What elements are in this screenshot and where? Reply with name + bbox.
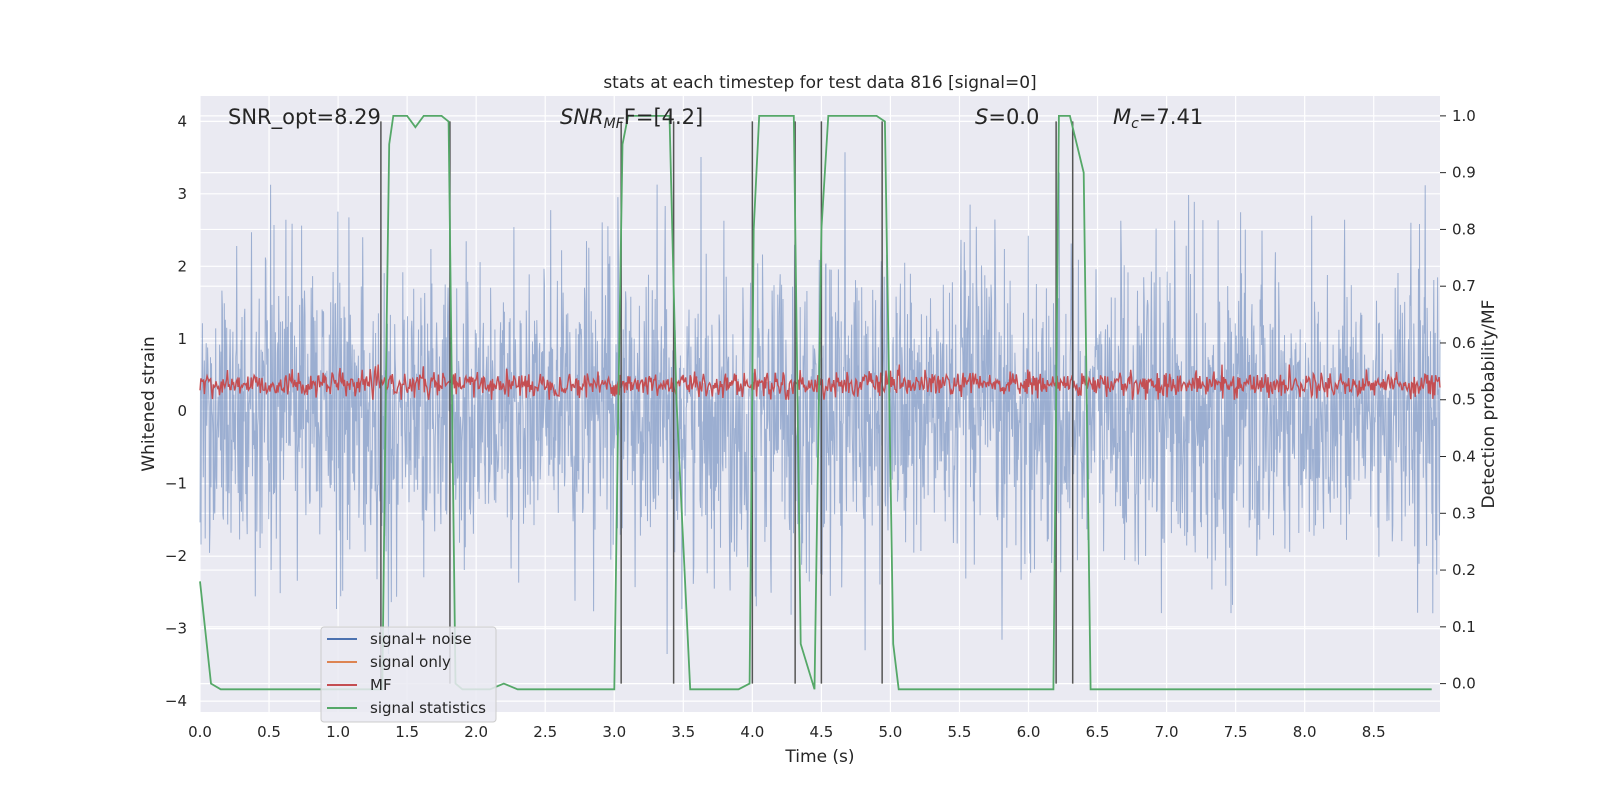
x-tick-label: 5.5: [948, 723, 972, 741]
series-signal-noise: [199, 152, 1441, 655]
legend-label-mf: MF: [370, 676, 392, 694]
annotation-snr-mf: SNRMFF=[4.2]: [560, 105, 703, 132]
y-ticks-left: 4 3 2 1 0 −1 −2 −3 −4: [165, 112, 187, 710]
x-tick-label: 3.5: [671, 723, 695, 741]
y-tick-label-right: 0.6: [1452, 334, 1476, 352]
y-tick-label-right: 1.0: [1452, 107, 1476, 125]
legend-label-signal-only: signal only: [370, 653, 451, 671]
y-tick-label-right: 0.7: [1452, 277, 1476, 295]
x-tick-label: 0.5: [257, 723, 281, 741]
y-tick-label: −3: [165, 620, 187, 638]
x-axis-label: Time (s): [784, 747, 854, 767]
annotation-mc: Mc=7.41: [1113, 105, 1203, 132]
x-tick-label: 7.0: [1155, 723, 1179, 741]
annotation-s-rest: =0.0: [988, 105, 1039, 129]
y-tick-label: 0: [177, 402, 187, 420]
annotation-snr-mf-main: SNR: [560, 105, 604, 129]
x-tick-label: 2.5: [533, 723, 557, 741]
legend-box: [320, 626, 497, 723]
annotation-snr-opt: SNR_opt=8.29: [228, 105, 381, 130]
annotation-s-main: S: [975, 105, 988, 129]
x-tick-label: 5.0: [878, 723, 902, 741]
x-tick-label: 4.0: [740, 723, 764, 741]
y-axis-label-right: Detection probability/MF: [1479, 300, 1499, 509]
x-tick-label: 0.0: [188, 723, 212, 741]
y-tick-label-right: 0.8: [1452, 220, 1476, 238]
chart-title: stats at each timestep for test data 816…: [603, 73, 1036, 93]
y-tick-label-right: 0.2: [1452, 561, 1476, 579]
x-tick-label: 3.0: [602, 723, 626, 741]
x-ticks: 0.0 0.5 1.0 1.5 2.0 2.5 3.0 3.5 4.0 4.5 5.0 5.5 6.0 6…: [188, 723, 1386, 741]
y-tick-label: 1: [177, 330, 187, 348]
annotation-mc-rest: =7.41: [1139, 105, 1203, 129]
y-tick-label: −4: [165, 692, 187, 710]
legend: signal+ noise signal only MF signal stat…: [320, 626, 497, 723]
x-tick-label: 6.5: [1086, 723, 1110, 741]
annotation-mc-sub: c: [1131, 116, 1139, 132]
x-tick-label: 6.0: [1017, 723, 1041, 741]
y-tick-label: −2: [165, 547, 187, 565]
x-tick-label: 8.5: [1362, 723, 1386, 741]
y-tick-label-right: 0.4: [1452, 448, 1476, 466]
annotation-snr-mf-sub: MF: [604, 116, 625, 132]
signal-statistics-line: [199, 115, 1432, 691]
y-tick-label: 4: [177, 112, 187, 130]
annotation-s: S=0.0: [975, 105, 1039, 129]
x-tick-label: 1.0: [326, 723, 350, 741]
x-tick-label: 8.0: [1293, 723, 1317, 741]
x-tick-label: 7.5: [1224, 723, 1248, 741]
legend-label-signal-noise: signal+ noise: [370, 630, 472, 648]
y-axis-label: Whitened strain: [139, 336, 159, 471]
y-tick-label-right: 0.5: [1452, 391, 1476, 409]
x-tick-label: 1.5: [395, 723, 419, 741]
y-tick-label: 3: [177, 185, 187, 203]
legend-label-signal-statistics: signal statistics: [370, 699, 486, 717]
y-tick-label-right: 0.0: [1452, 675, 1476, 693]
annotation-mc-main: M: [1113, 105, 1131, 129]
series-signal-statistics: [199, 115, 1432, 691]
x-tick-label: 4.5: [809, 723, 833, 741]
annotation-snr-mf-rest: F=[4.2]: [624, 105, 703, 129]
y-ticks-right: 1.0 0.9 0.8 0.7 0.6 0.5 0.4 0.3 0.2 0.1 0.0: [1440, 107, 1476, 693]
signal-noise-line: [199, 152, 1441, 655]
y-tick-label-right: 0.9: [1452, 164, 1476, 182]
x-tick-label: 2.0: [464, 723, 488, 741]
y-tick-label: 2: [177, 257, 187, 275]
y-tick-label-right: 0.1: [1452, 618, 1476, 636]
y-tick-label: −1: [165, 475, 187, 493]
y-tick-label-right: 0.3: [1452, 504, 1476, 522]
